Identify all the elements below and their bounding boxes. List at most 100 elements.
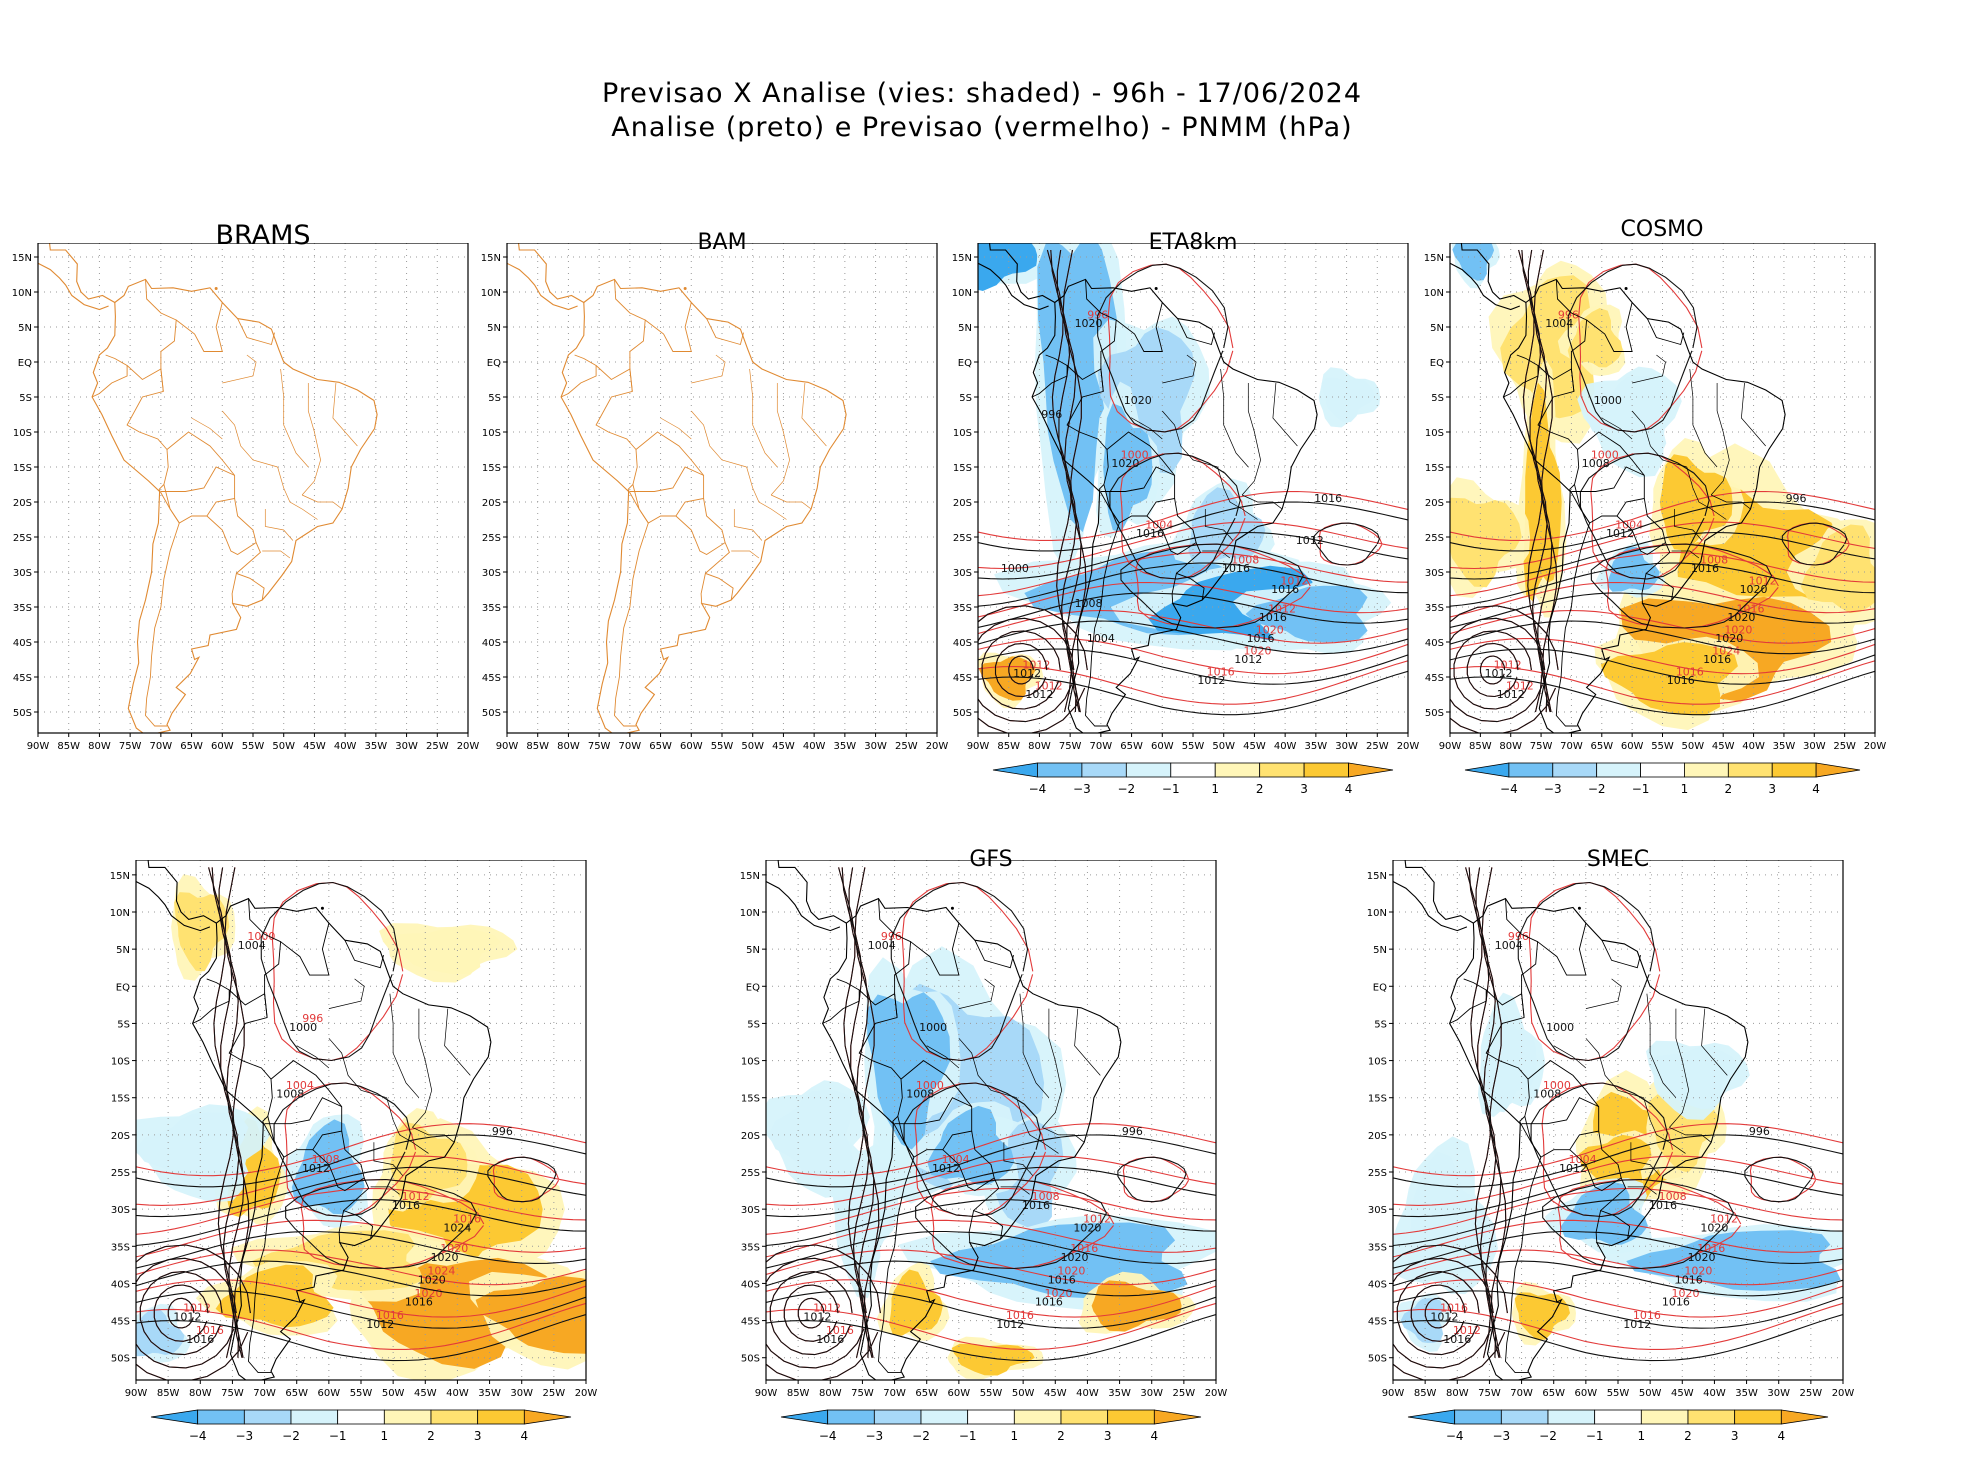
forecast-isobar-label: 1016: [1440, 1302, 1468, 1315]
forecast-isobar: [914, 1082, 1047, 1218]
x-tick-label: 70W: [150, 741, 173, 752]
colorbar-arrow-right: [1153, 1409, 1202, 1425]
y-tick-label: EQ: [487, 358, 501, 369]
analysis-isobar: [1450, 605, 1559, 733]
forecast-isobar: [930, 1178, 1115, 1270]
country-border: [1146, 498, 1197, 556]
x-tick-label: 75W: [851, 1388, 874, 1399]
forecast-isobar: [1393, 1123, 1843, 1177]
x-tick-label: 85W: [1414, 1388, 1437, 1399]
island: [320, 906, 324, 910]
analysis-isobar-label: 1012: [932, 1162, 960, 1175]
country-border: [175, 302, 223, 352]
forecast-isobar: [1787, 522, 1850, 566]
colorbar-segment: [1454, 1409, 1502, 1425]
colorbar-label: 2: [1725, 782, 1733, 796]
colorbar-segment: [1547, 1409, 1596, 1425]
x-tick-label: 35W: [1773, 741, 1796, 752]
analysis-isobar: [978, 605, 1088, 733]
y-tick-label: 35S: [482, 603, 501, 614]
y-tick-label: 25S: [1368, 1168, 1387, 1179]
analysis-isobar-label: 1008: [1075, 597, 1103, 610]
forecast-isobar: [1393, 1249, 1843, 1286]
country-border: [1600, 1177, 1627, 1211]
island: [683, 287, 687, 290]
colorbar-label: −1: [1162, 782, 1180, 796]
forecast-isobar: [766, 1279, 1216, 1318]
forecast-isobar: [978, 521, 1408, 570]
colorbar-segment: [477, 1409, 525, 1425]
bias-shade: [1450, 497, 1522, 588]
state-border: [1131, 417, 1163, 440]
y-tick-label: 10N: [952, 288, 972, 299]
colorbar-segment: [1037, 762, 1083, 778]
y-tick-label: 5S: [747, 1019, 760, 1030]
state-border: [280, 368, 309, 468]
y-tick-label: 15S: [953, 463, 972, 474]
forecast-isobar-label: 1016: [1207, 666, 1235, 679]
y-tick-label: 5N: [116, 945, 130, 956]
colorbar-label: 3: [1731, 1429, 1739, 1443]
forecast-isobar: [136, 1302, 586, 1350]
y-tick-label: 10N: [110, 908, 130, 919]
state-border: [749, 368, 778, 468]
country-border: [1537, 922, 1587, 976]
country-border: [264, 1097, 342, 1125]
colorbar-label: 4: [521, 1429, 529, 1443]
country-border: [1595, 1209, 1631, 1243]
y-tick-label: 15N: [740, 871, 760, 882]
x-tick-label: 65W: [1590, 741, 1613, 752]
colorbar-segment: [1303, 762, 1349, 778]
colorbar-label: −4: [1029, 782, 1047, 796]
analysis-isobar: [769, 1271, 853, 1356]
x-tick-label: 35W: [478, 1388, 501, 1399]
analysis-isobar: [981, 630, 1061, 710]
forecast-isobar-label: 1012: [813, 1302, 841, 1315]
colorbar-segment: [1259, 762, 1305, 778]
analysis-isobar: [848, 867, 875, 1358]
colorbar-label: −1: [1632, 782, 1650, 796]
forecast-isobar: [978, 581, 1408, 618]
y-tick-label: 25S: [482, 533, 501, 544]
country-border: [126, 365, 164, 392]
analysis-isobar-label: 1016: [405, 1296, 433, 1309]
country-border: [1449, 978, 1487, 1024]
analysis-isobar: [766, 1260, 1216, 1297]
forecast-isobar-label: 1012: [183, 1302, 211, 1315]
y-tick-label: 25S: [741, 1168, 760, 1179]
state-border: [412, 1008, 433, 1128]
analysis-isobar-label: 1020: [1727, 611, 1755, 624]
analysis-isobar-label: 1016: [1035, 1296, 1063, 1309]
y-tick-label: 40S: [741, 1279, 760, 1290]
forecast-isobar: [1450, 552, 1875, 597]
analysis-isobar-label: 1012: [1430, 1311, 1458, 1324]
y-tick-label: 5S: [959, 393, 972, 404]
country-border: [1503, 354, 1539, 398]
bias-shade: [866, 992, 951, 1151]
forecast-isobar: [136, 1249, 586, 1286]
x-tick-label: 50W: [382, 1388, 405, 1399]
analysis-isobar: [260, 881, 399, 1062]
forecast-isobar: [1393, 1219, 1843, 1258]
state-border: [1042, 1008, 1063, 1128]
x-tick-label: 85W: [157, 1388, 180, 1399]
colorbar-segment: [1727, 762, 1773, 778]
analysis-isobar-label: 1012: [1025, 688, 1053, 701]
state-border: [1627, 1186, 1657, 1195]
x-tick-label: 70W: [883, 1388, 906, 1399]
x-tick-label: 50W: [1682, 741, 1705, 752]
colorbar-arrow-right: [523, 1409, 572, 1425]
x-tick-label: 55W: [1651, 741, 1674, 752]
analysis-isobar: [1479, 655, 1506, 685]
colorbar-segment: [1508, 762, 1554, 778]
y-tick-label: 50S: [111, 1354, 130, 1365]
coastline-central-america: [978, 243, 1056, 311]
forecast-isobar-label: 1012: [402, 1190, 430, 1203]
forecast-isobar-label: 1016: [1676, 666, 1704, 679]
analysis-isobar: [797, 1297, 825, 1329]
y-tick-label: 35S: [741, 1242, 760, 1253]
forecast-isobar-label: 1004: [286, 1079, 314, 1092]
colorbar-segment: [1771, 762, 1817, 778]
colorbar-segment: [1107, 1409, 1155, 1425]
x-tick-label: 45W: [1243, 741, 1266, 752]
